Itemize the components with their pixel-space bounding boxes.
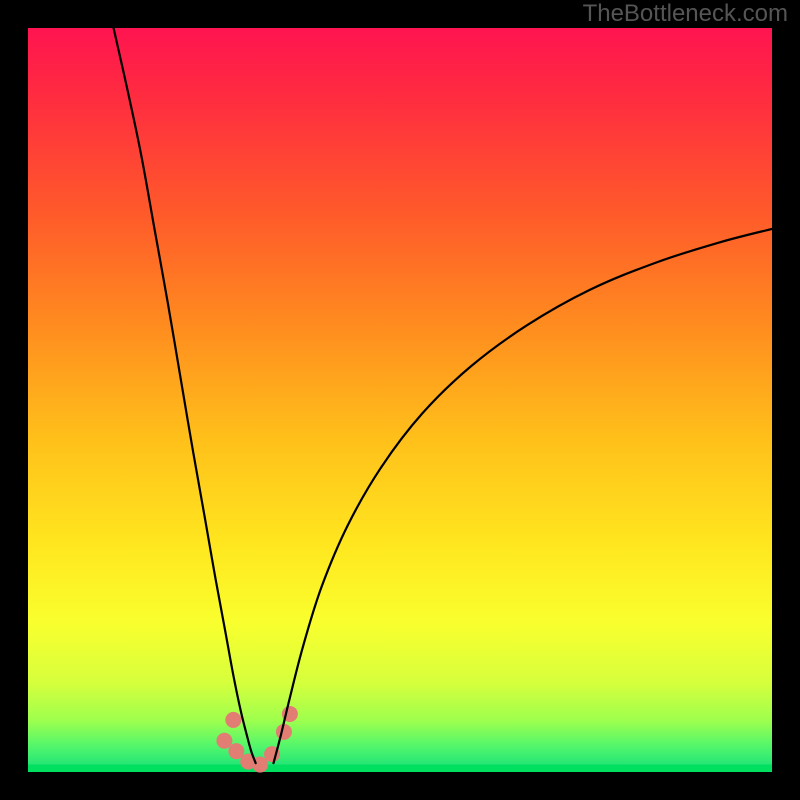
marker-dot bbox=[225, 712, 241, 728]
plot-wrapper bbox=[0, 0, 800, 800]
bottleneck-plot bbox=[0, 0, 800, 800]
watermark-text: TheBottleneck.com bbox=[583, 0, 788, 28]
plot-background bbox=[28, 28, 772, 772]
green-baseline-band bbox=[28, 765, 772, 772]
chart-frame: TheBottleneck.com bbox=[0, 0, 800, 800]
